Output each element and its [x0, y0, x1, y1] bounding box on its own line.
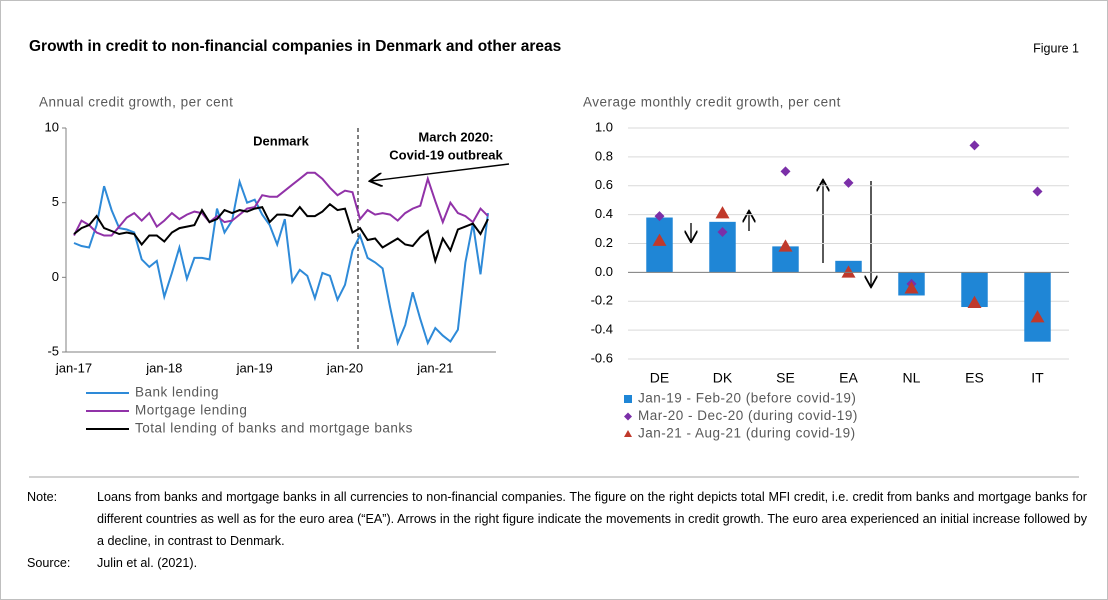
y-tick-label: 0.2	[595, 235, 613, 250]
triangle-marker	[778, 239, 793, 252]
x-tick-label: jan-18	[145, 360, 182, 375]
x-tick-label: NL	[903, 370, 921, 386]
x-tick-label: jan-20	[326, 360, 363, 375]
x-tick-label: DK	[713, 370, 733, 386]
y-tick-label: 0.8	[595, 148, 613, 163]
triangle-marker	[967, 295, 982, 308]
line-series	[73, 178, 489, 347]
annotation: March 2020:	[418, 129, 493, 144]
note-label: Note:	[27, 490, 58, 504]
y-tick-label: 1.0	[595, 119, 613, 134]
annotation: Covid-19 outbreak	[389, 147, 503, 162]
diamond-marker	[624, 412, 632, 421]
source-label: Source:	[27, 556, 71, 570]
y-tick-label: 0.6	[595, 177, 613, 192]
triangle-marker	[652, 233, 667, 246]
triangle-marker	[715, 206, 730, 219]
diamond-marker	[1032, 186, 1043, 197]
x-tick-label: SE	[776, 370, 795, 386]
figure-label: Figure 1	[1033, 41, 1079, 55]
legend-label: Total lending of banks and mortgage bank…	[135, 421, 413, 436]
y-tick-label: 0.4	[595, 206, 613, 221]
legend-label: Jan-21 - Aug-21 (during covid-19)	[638, 426, 856, 441]
triangle-marker	[624, 430, 632, 437]
y-axis-title: Annual credit growth, per cent	[39, 95, 233, 110]
legend-label: Mortgage lending	[135, 403, 247, 418]
x-tick-label: jan-19	[236, 360, 273, 375]
annotation: Denmark	[253, 133, 309, 148]
y-tick-label: -0.4	[591, 322, 613, 337]
source-text: Julin et al. (2021).	[97, 556, 198, 570]
title: Growth in credit to non-financial compan…	[29, 38, 561, 55]
x-tick-label: jan-17	[55, 360, 92, 375]
bar	[1024, 272, 1051, 342]
y-tick-label: -0.6	[591, 350, 613, 365]
y-tick-label: -5	[47, 343, 59, 358]
y-tick-label: 10	[45, 119, 59, 134]
x-tick-label: ES	[965, 370, 984, 386]
legend-label: Jan-19 - Feb-20 (before covid-19)	[638, 391, 856, 406]
diamond-marker	[843, 177, 854, 188]
x-tick-label: IT	[1031, 370, 1044, 386]
line-series	[73, 171, 489, 237]
line-series	[73, 202, 489, 265]
legend-label: Mar-20 - Dec-20 (during covid-19)	[638, 408, 858, 423]
note-text: Loans from banks and mortgage banks in a…	[97, 490, 1087, 548]
triangle-marker	[1030, 310, 1045, 323]
diamond-marker	[969, 140, 980, 151]
diamond-marker	[780, 166, 791, 177]
y-tick-label: 5	[52, 194, 59, 209]
diamond-marker	[654, 211, 665, 222]
legend-label: Bank lending	[135, 385, 219, 400]
x-tick-label: DE	[650, 370, 669, 386]
diamond-marker	[717, 226, 728, 237]
legend-swatch	[624, 395, 632, 403]
x-tick-label: jan-21	[416, 360, 453, 375]
triangle-marker	[841, 265, 856, 278]
y-tick-label: 0.0	[595, 264, 613, 279]
y-tick-label: 0	[52, 269, 59, 284]
annotation-arrow	[371, 163, 510, 181]
triangle-marker	[904, 281, 919, 294]
y-axis-title: Average monthly credit growth, per cent	[583, 95, 841, 110]
x-tick-label: EA	[839, 370, 858, 386]
y-tick-label: -0.2	[591, 293, 613, 308]
